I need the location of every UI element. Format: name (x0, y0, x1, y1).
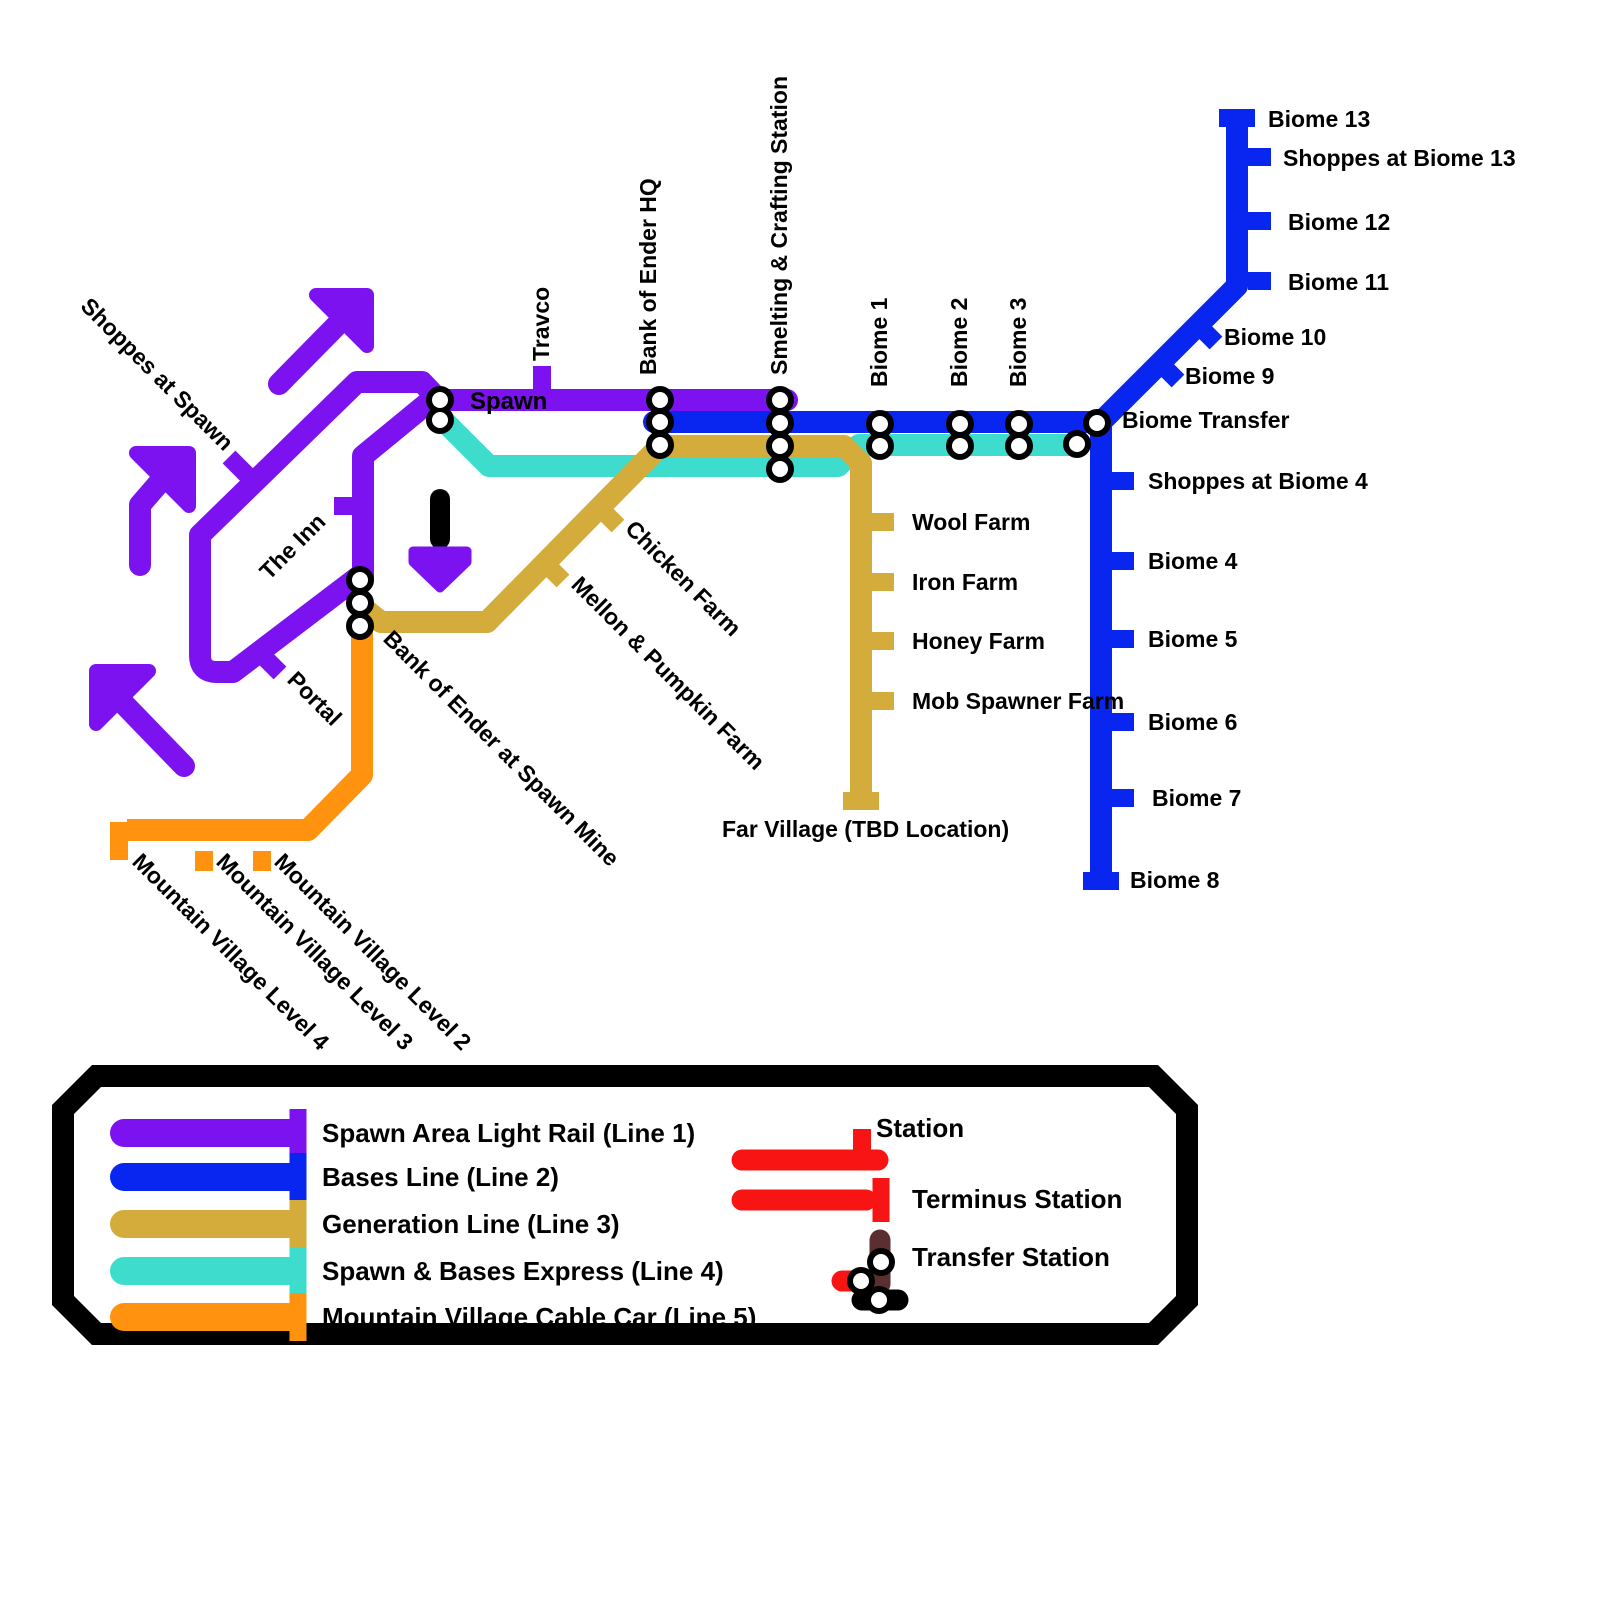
station-label-biome3: Biome 3 (1005, 298, 1031, 387)
down-arrow-icon (408, 546, 472, 593)
legend-label-transfer: Transfer Station (912, 1242, 1110, 1272)
location-marker (408, 489, 472, 593)
station-label-wool-farm: Wool Farm (912, 509, 1030, 535)
legend-label-line2: Bases Line (Line 2) (322, 1162, 559, 1192)
station-label-biome4: Biome 4 (1148, 548, 1238, 574)
station-label-mob-spawner-farm: Mob Spawner Farm (912, 688, 1124, 714)
line4-spawn-bases-express (432, 409, 1088, 477)
line4-path (432, 409, 1088, 477)
legend-line-swatches (110, 1109, 307, 1341)
line5-path (127, 628, 373, 841)
legend-label-terminus: Terminus Station (912, 1184, 1122, 1214)
transfer-symbols-inner (352, 392, 1105, 634)
station-label-biome6: Biome 6 (1148, 709, 1237, 735)
station-tick-chicken-farm (593, 501, 625, 533)
line1-loop-inner-path (352, 390, 441, 590)
arrow-northwest-bottom-icon (89, 664, 195, 777)
station-label-biome7: Biome 7 (1152, 785, 1241, 811)
legend-label-line1: Spawn Area Light Rail (Line 1) (322, 1118, 695, 1148)
legend-box-inner (74, 1087, 1176, 1323)
legend-label-station: Station (876, 1113, 964, 1143)
line1-loop-outer-path (189, 371, 450, 683)
station-label-shoppes-biome4: Shoppes at Biome 4 (1148, 468, 1368, 494)
line1-spawn-area-light-rail (89, 288, 798, 777)
station-label-biome12: Biome 12 (1288, 209, 1390, 235)
station-label-biome13: Biome 13 (1268, 106, 1370, 132)
legend: Spawn Area Light Rail (Line 1) Bases Lin… (52, 1065, 1198, 1345)
legend-transfer-icon (831, 1229, 909, 1314)
legend-label-line5: Mountain Village Cable Car (Line 5) (322, 1302, 756, 1332)
arrow-northeast-left-icon (129, 446, 196, 576)
arrow-northeast-top-icon (268, 288, 374, 395)
station-label-biome9: Biome 9 (1185, 363, 1274, 389)
station-label-far-village: Far Village (TBD Location) (722, 816, 1009, 842)
station-label-spawn: Spawn (470, 388, 547, 415)
station-tick-mellon-pumpkin-farm (538, 556, 570, 588)
legend-station-icon (731, 1129, 889, 1171)
station-label-biome1: Biome 1 (866, 297, 892, 387)
station-label-honey-farm: Honey Farm (912, 628, 1045, 654)
station-label-biome11: Biome 11 (1288, 269, 1389, 295)
legend-label-line3: Generation Line (Line 3) (322, 1209, 620, 1239)
station-tick-biome10 (1191, 318, 1223, 350)
station-label-iron-farm: Iron Farm (912, 569, 1018, 595)
legend-terminus-icon (731, 1178, 890, 1222)
station-label-bank-hq: Bank of Ender HQ (635, 178, 661, 375)
station-label-biome5: Biome 5 (1148, 626, 1238, 652)
station-label-travco: Travco (528, 287, 554, 361)
station-tick-portal (255, 648, 287, 680)
line5-mountain-village-cable-car (110, 628, 373, 871)
station-tick-shoppes-at-spawn (222, 450, 257, 485)
station-label-biome10: Biome 10 (1224, 324, 1326, 350)
station-tick-biome9 (1153, 356, 1185, 388)
station-label-smelting: Smelting & Crafting Station (766, 76, 792, 375)
station-label-biome8: Biome 8 (1130, 867, 1220, 893)
legend-label-line4: Spawn & Bases Express (Line 4) (322, 1256, 724, 1286)
station-label-shoppes-biome13: Shoppes at Biome 13 (1283, 145, 1516, 171)
line2-branch-path (1093, 127, 1248, 430)
station-label-biome-transfer: Biome Transfer (1122, 407, 1289, 433)
station-label-biome2: Biome 2 (946, 298, 972, 387)
